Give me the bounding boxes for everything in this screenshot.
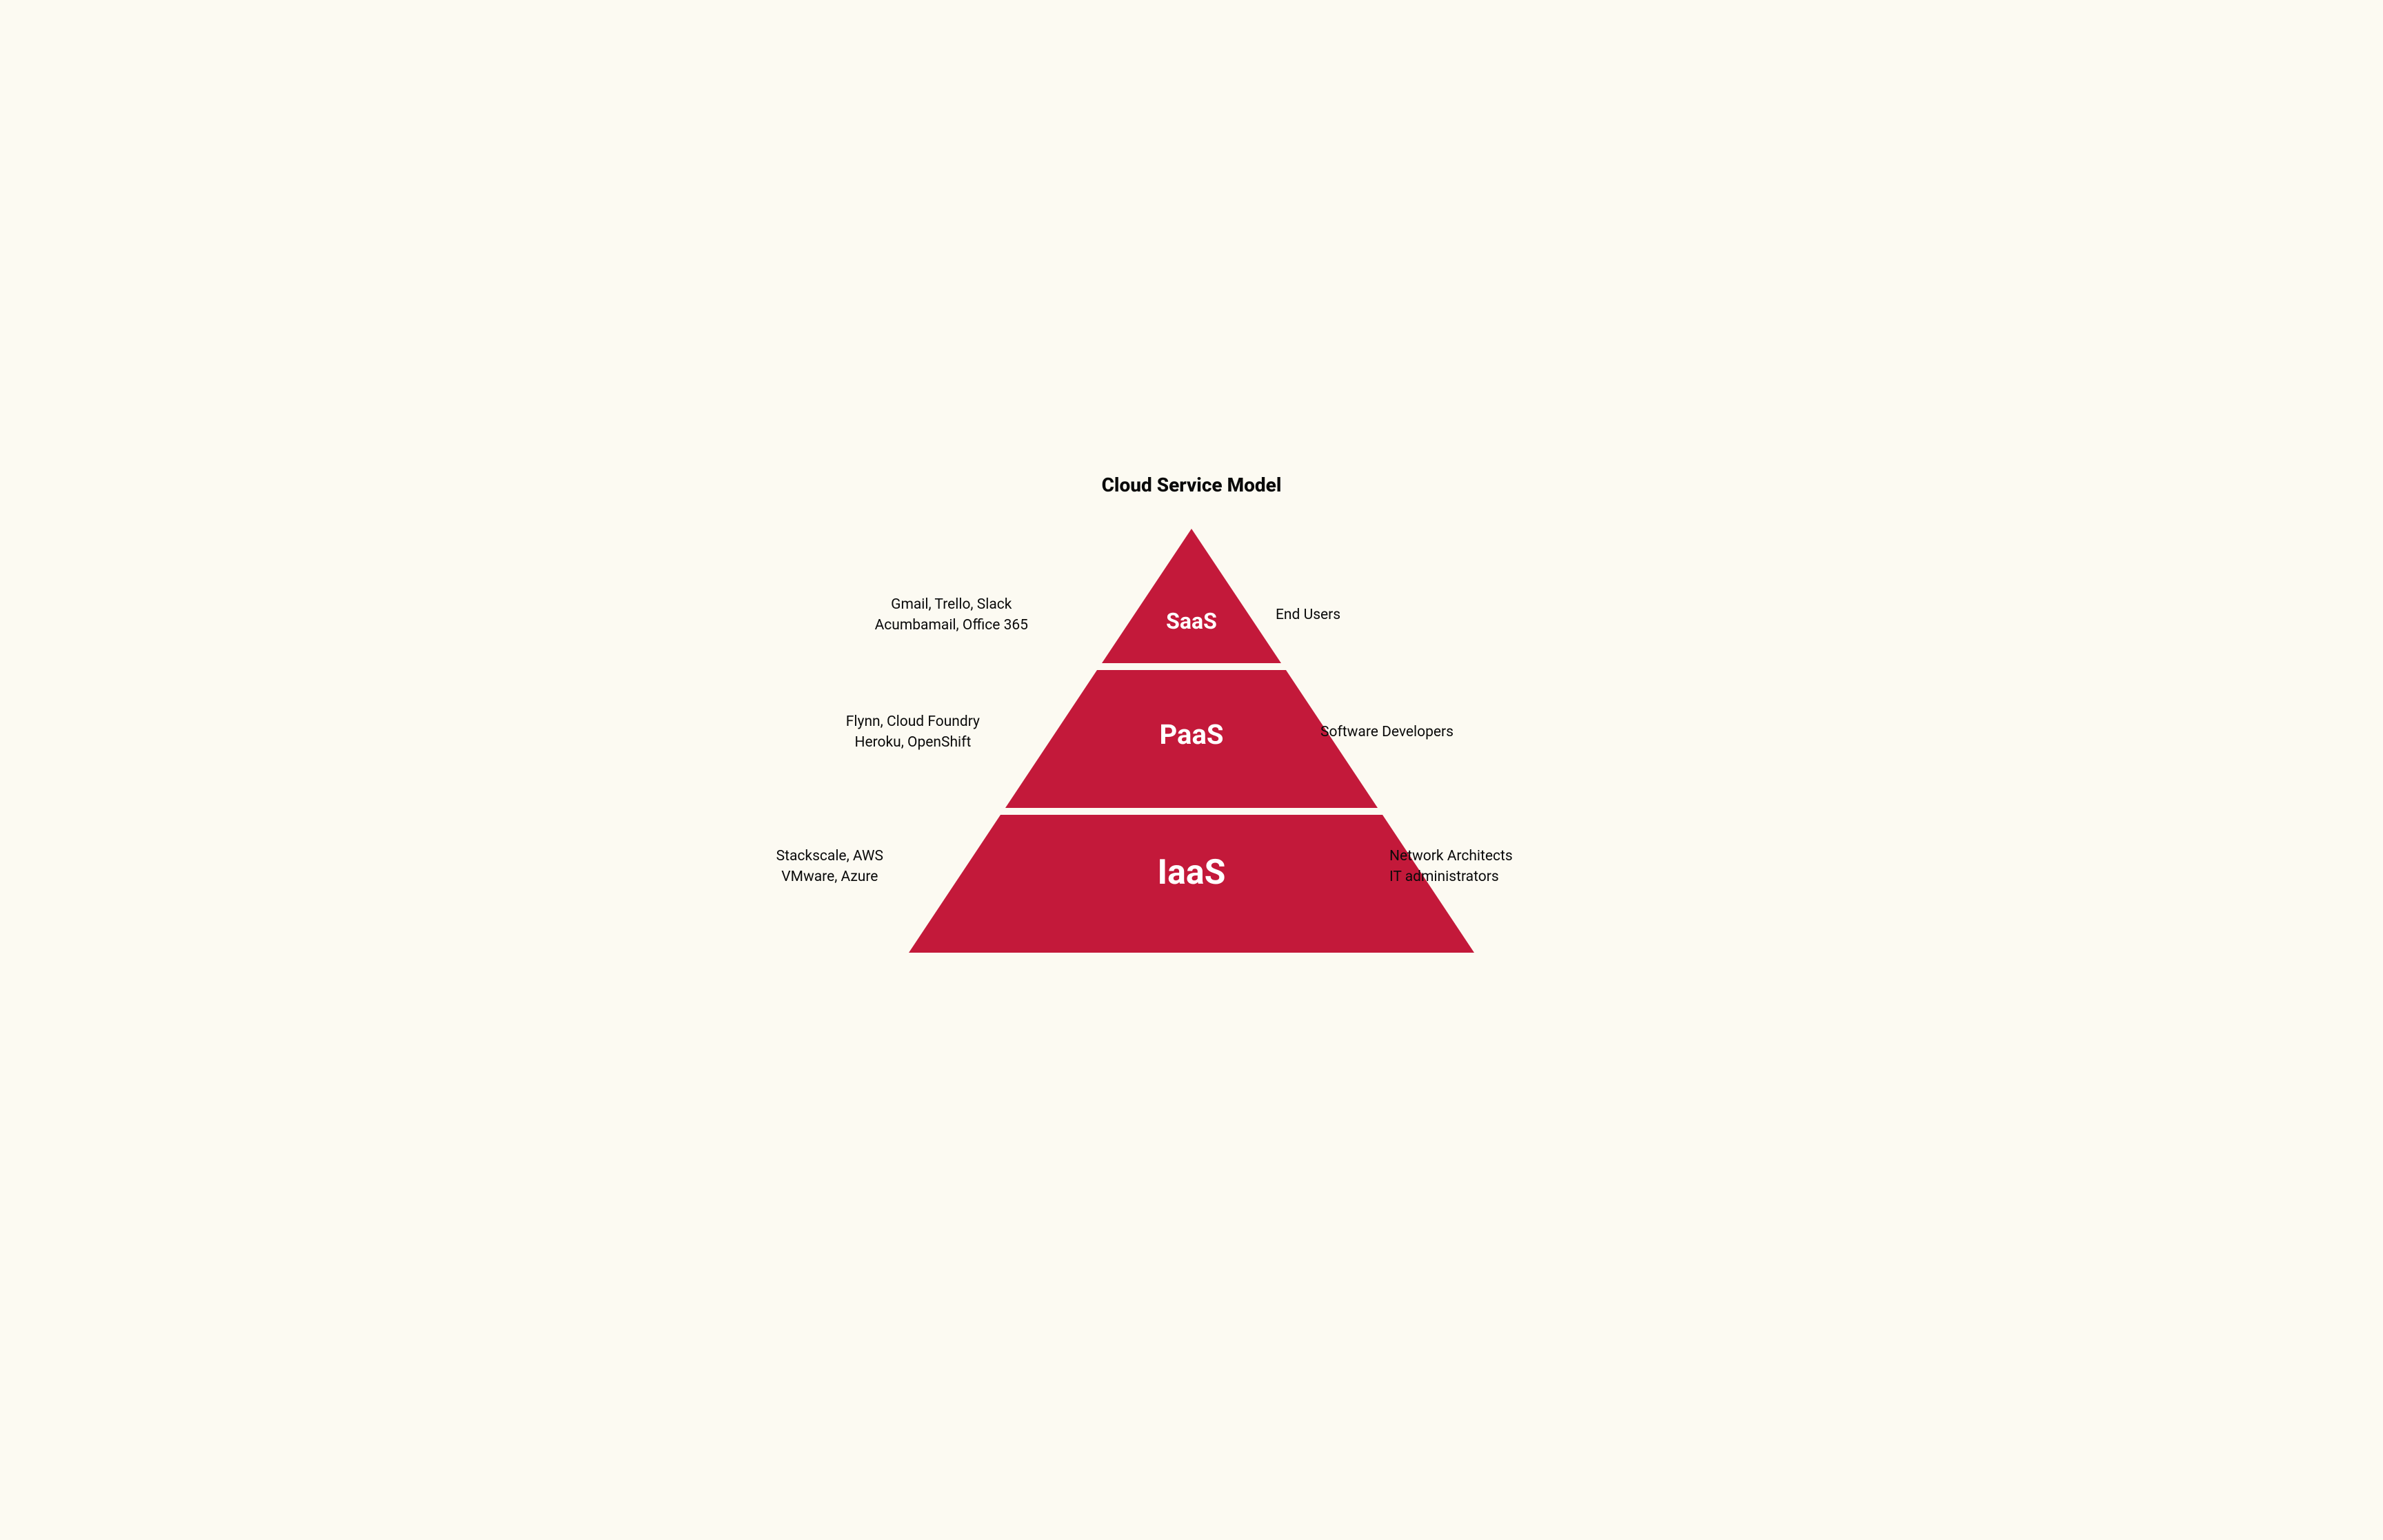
tier-label-iaas: IaaS (1158, 853, 1226, 893)
audience-iaas-line: Network Architects (1389, 846, 1513, 867)
pyramid-area: SaaS Gmail, Trello, SlackAcumbamail, Offi… (658, 529, 1725, 1115)
audience-saas: End Users (1276, 605, 1340, 625)
audience-iaas: Network ArchitectsIT administrators (1389, 846, 1513, 888)
examples-saas-line: Acumbamail, Office 365 (875, 615, 1028, 636)
examples-iaas-line: VMware, Azure (776, 867, 883, 887)
tier-label-saas: SaaS (1166, 608, 1217, 634)
audience-paas: Software Developers (1320, 722, 1454, 742)
examples-iaas: Stackscale, AWSVMware, Azure (776, 846, 883, 888)
examples-paas-line: Flynn, Cloud Foundry (846, 711, 980, 732)
examples-paas: Flynn, Cloud FoundryHeroku, OpenShift (846, 711, 980, 753)
examples-iaas-line: Stackscale, AWS (776, 846, 883, 867)
page-title: Cloud Service Model (658, 474, 1725, 496)
diagram-container: Cloud Service Model SaaS Gmail, Trello, S… (658, 425, 1725, 1115)
examples-saas-line: Gmail, Trello, Slack (875, 594, 1028, 615)
examples-paas-line: Heroku, OpenShift (846, 732, 980, 753)
tier-saas (1102, 529, 1281, 663)
examples-saas: Gmail, Trello, SlackAcumbamail, Office 3… (875, 594, 1028, 636)
tier-label-paas: PaaS (1159, 718, 1223, 751)
audience-iaas-line: IT administrators (1389, 867, 1513, 887)
audience-paas-line: Software Developers (1320, 722, 1454, 742)
audience-saas-line: End Users (1276, 605, 1340, 625)
